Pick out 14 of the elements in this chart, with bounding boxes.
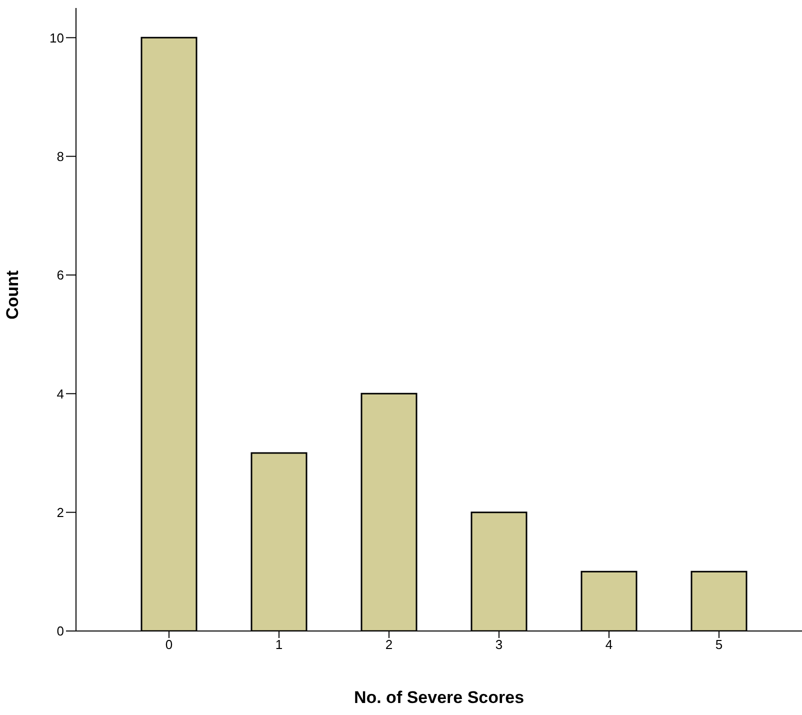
x-tick-label: 3 <box>495 637 503 652</box>
x-tick-label: 4 <box>605 637 613 652</box>
y-tick-label: 0 <box>56 624 64 639</box>
x-tick-label: 0 <box>165 637 173 652</box>
x-tick-label: 1 <box>275 637 283 652</box>
y-tick-label: 4 <box>56 386 64 402</box>
x-axis-title: No. of Severe Scores <box>354 688 524 707</box>
y-tick-label: 6 <box>56 268 64 283</box>
y-tick-label: 8 <box>56 148 64 164</box>
y-tick-label: 10 <box>50 30 64 46</box>
y-tick-label: 2 <box>56 504 64 520</box>
x-tick-label: 2 <box>385 637 393 652</box>
x-tick-label: 5 <box>715 637 723 652</box>
y-axis-title: Count <box>3 270 22 320</box>
